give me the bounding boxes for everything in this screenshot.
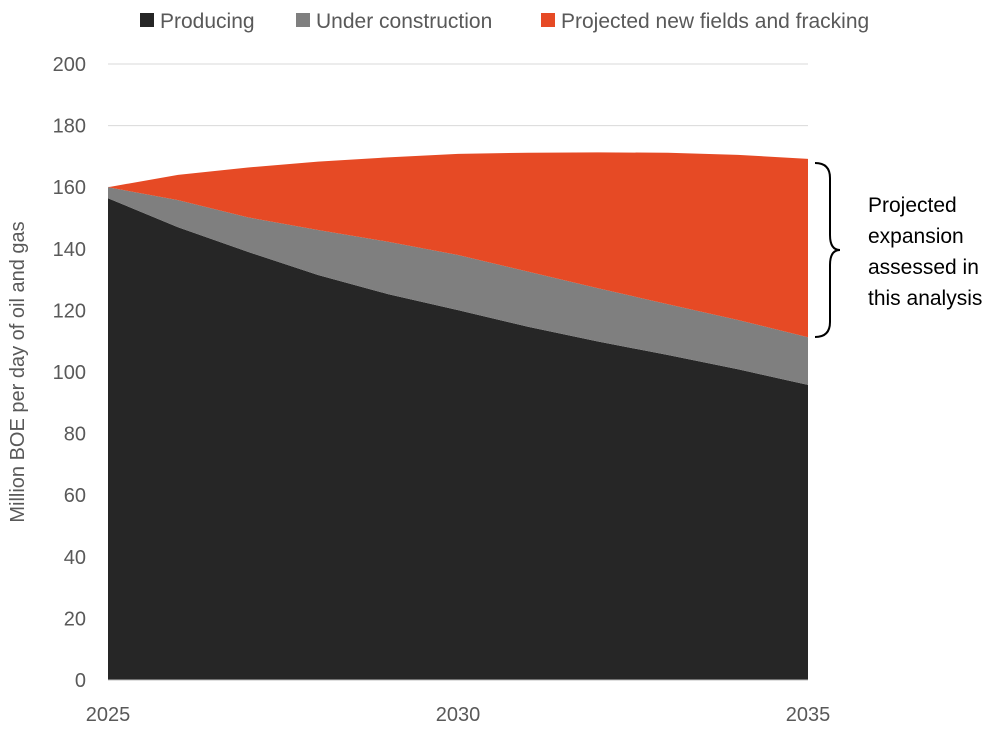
annotation-bracket [814,162,841,338]
x-tick-label: 2030 [436,704,481,726]
area-projected-new-fields-and-fracking [108,152,808,338]
annotation-line: expansion [868,225,964,248]
y-tick-label: 0 [75,670,86,692]
y-tick-label: 20 [64,608,86,630]
legend-swatch [541,13,555,27]
legend-label: Under construction [316,10,492,33]
area-under-construction [108,187,808,385]
y-tick-label: 60 [64,485,86,507]
y-tick-label: 200 [53,54,86,76]
legend-label: Producing [160,10,255,33]
legend-swatch [296,13,310,27]
annotation-line: Projected [868,194,957,217]
x-tick-label: 2035 [786,704,831,726]
annotation-line: assessed in [868,256,979,279]
y-tick-label: 40 [64,547,86,569]
y-axis-label: Million BOE per day of oil and gas [7,221,29,522]
y-tick-label: 100 [53,362,86,384]
y-tick-label: 160 [53,177,86,199]
annotation-text: Projected expansion assessed in this analys… [868,194,982,310]
y-tick-label: 120 [53,300,86,322]
y-tick-label: 140 [53,239,86,261]
legend-label: Projected new fields and fracking [561,10,869,33]
area-producing [108,198,808,680]
y-tick-label: 180 [53,116,86,138]
legend-swatch [140,13,154,27]
x-axis-ticks: 2025 2030 2035 [86,704,831,726]
areas [108,152,808,681]
y-axis-ticks: 0 20 40 60 80 100 120 140 160 180 200 [53,54,86,692]
x-tick-label: 2025 [86,704,131,726]
y-tick-label: 80 [64,424,86,446]
annotation-line: this analysis [868,287,982,310]
legend: Producing Under construction Projected new… [140,10,869,33]
